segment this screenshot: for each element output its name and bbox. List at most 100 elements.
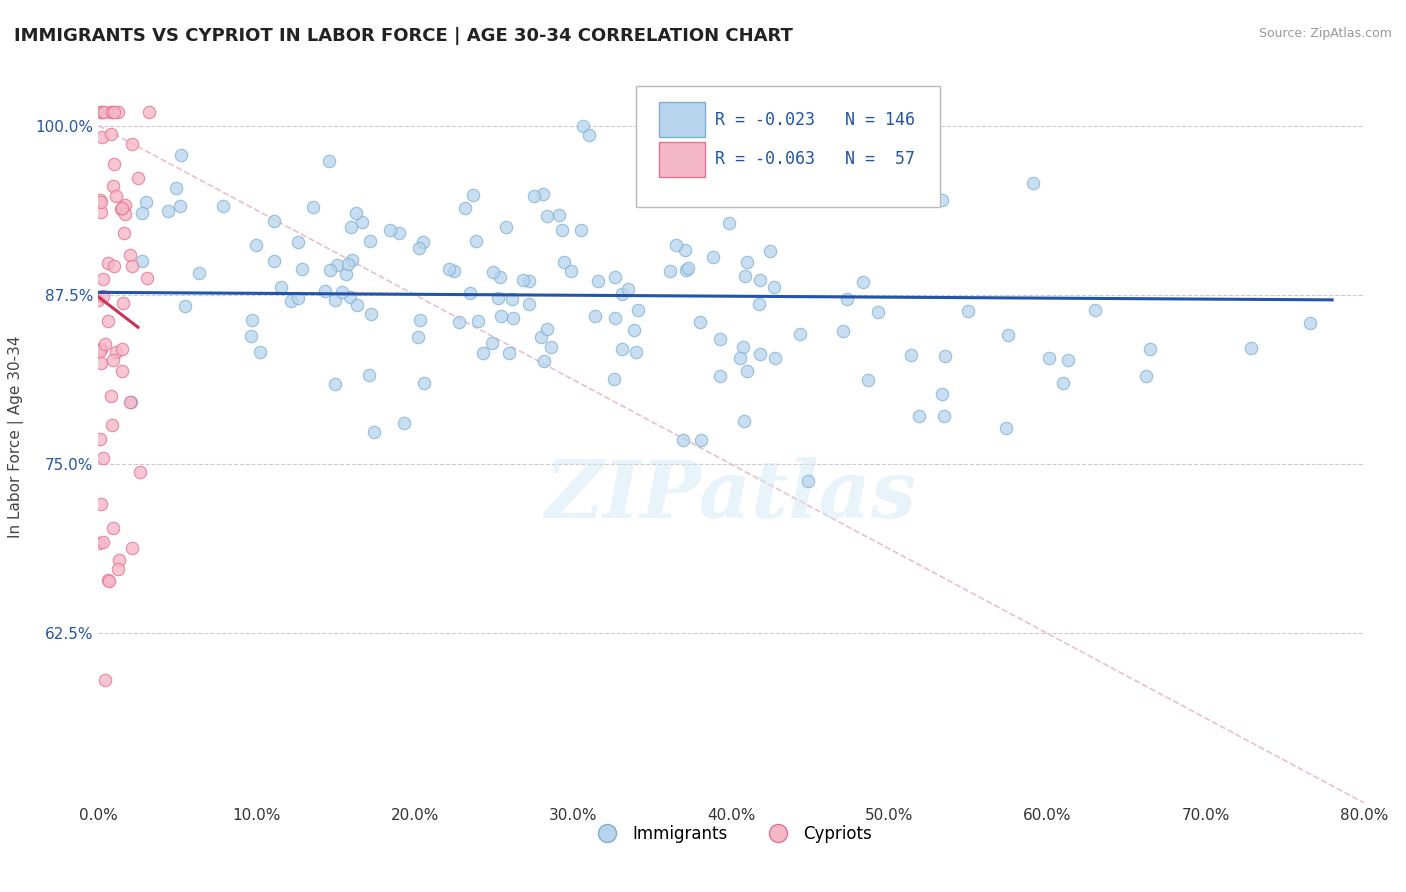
Point [495, 219, 517, 234]
Point [169, 199, 191, 213]
Point [934, 349, 956, 363]
Point [118, 395, 141, 409]
Point [848, 156, 870, 170]
Text: R = -0.023   N = 146: R = -0.023 N = 146 [714, 111, 915, 128]
Point [314, 285, 336, 299]
Point [87, 293, 110, 307]
Point [360, 307, 382, 321]
Point [472, 345, 495, 359]
Point [363, 425, 385, 439]
Point [763, 351, 786, 365]
Point [97, 573, 120, 587]
Point [107, 105, 129, 120]
Point [174, 299, 197, 313]
Point [135, 195, 157, 210]
Point [291, 261, 314, 276]
Point [1139, 342, 1161, 356]
Point [523, 189, 546, 203]
Point [91, 272, 114, 286]
Point [90, 356, 112, 370]
Point [91, 450, 114, 465]
Point [1038, 351, 1060, 365]
Point [409, 312, 432, 326]
Point [357, 368, 380, 383]
FancyBboxPatch shape [659, 142, 704, 177]
Point [392, 417, 415, 431]
Point [536, 209, 558, 223]
Point [673, 243, 696, 257]
Point [100, 389, 122, 403]
Point [460, 285, 482, 300]
Point [245, 238, 267, 252]
Point [323, 377, 346, 392]
Point [1052, 376, 1074, 390]
FancyBboxPatch shape [636, 86, 941, 207]
Text: ZIPatlas: ZIPatlas [546, 457, 917, 534]
Point [997, 327, 1019, 342]
Point [832, 324, 855, 338]
Point [325, 293, 347, 307]
Point [931, 387, 953, 401]
Point [330, 285, 353, 299]
Point [280, 293, 302, 308]
Point [627, 303, 650, 318]
Point [718, 216, 741, 230]
Point [108, 553, 131, 567]
Point [240, 313, 263, 327]
Point [302, 200, 325, 214]
Point [675, 263, 697, 277]
Y-axis label: In Labor Force | Age 30-34: In Labor Force | Age 30-34 [8, 335, 24, 539]
Point [502, 311, 524, 326]
Point [378, 223, 401, 237]
Point [486, 291, 509, 305]
Point [530, 330, 553, 344]
Point [170, 148, 193, 162]
Point [90, 194, 112, 209]
Point [665, 237, 688, 252]
Point [103, 178, 125, 193]
Point [709, 332, 731, 346]
Point [136, 271, 159, 285]
Text: R = -0.063   N =  57: R = -0.063 N = 57 [714, 150, 915, 168]
Point [569, 223, 592, 237]
Point [90, 343, 112, 357]
Point [91, 289, 114, 303]
Point [111, 202, 134, 216]
Point [536, 322, 558, 336]
Point [100, 105, 122, 120]
Point [114, 198, 136, 212]
Point [187, 266, 209, 280]
Point [789, 327, 811, 342]
Point [900, 348, 922, 362]
Point [605, 310, 627, 325]
Point [702, 250, 724, 264]
Point [547, 208, 569, 222]
Point [131, 254, 153, 268]
Point [138, 105, 160, 120]
Point [488, 269, 510, 284]
Point [957, 304, 980, 318]
Point [100, 128, 122, 142]
Point [560, 263, 582, 277]
Point [103, 157, 125, 171]
Point [586, 273, 609, 287]
Point [90, 205, 112, 219]
Point [605, 269, 627, 284]
Point [103, 259, 125, 273]
Point [517, 297, 540, 311]
Point [89, 344, 111, 359]
Point [112, 226, 135, 240]
Point [553, 255, 575, 269]
Text: IMMIGRANTS VS CYPRIOT IN LABOR FORCE | AGE 30-34 CORRELATION CHART: IMMIGRANTS VS CYPRIOT IN LABOR FORCE | A… [14, 27, 793, 45]
Point [111, 364, 134, 378]
Point [659, 264, 682, 278]
Point [340, 219, 363, 234]
Point [932, 409, 955, 424]
Point [287, 235, 309, 249]
Point [131, 206, 153, 220]
Point [412, 376, 434, 390]
Point [626, 344, 648, 359]
Point [93, 105, 115, 120]
Point [907, 409, 929, 423]
Point [533, 354, 555, 368]
